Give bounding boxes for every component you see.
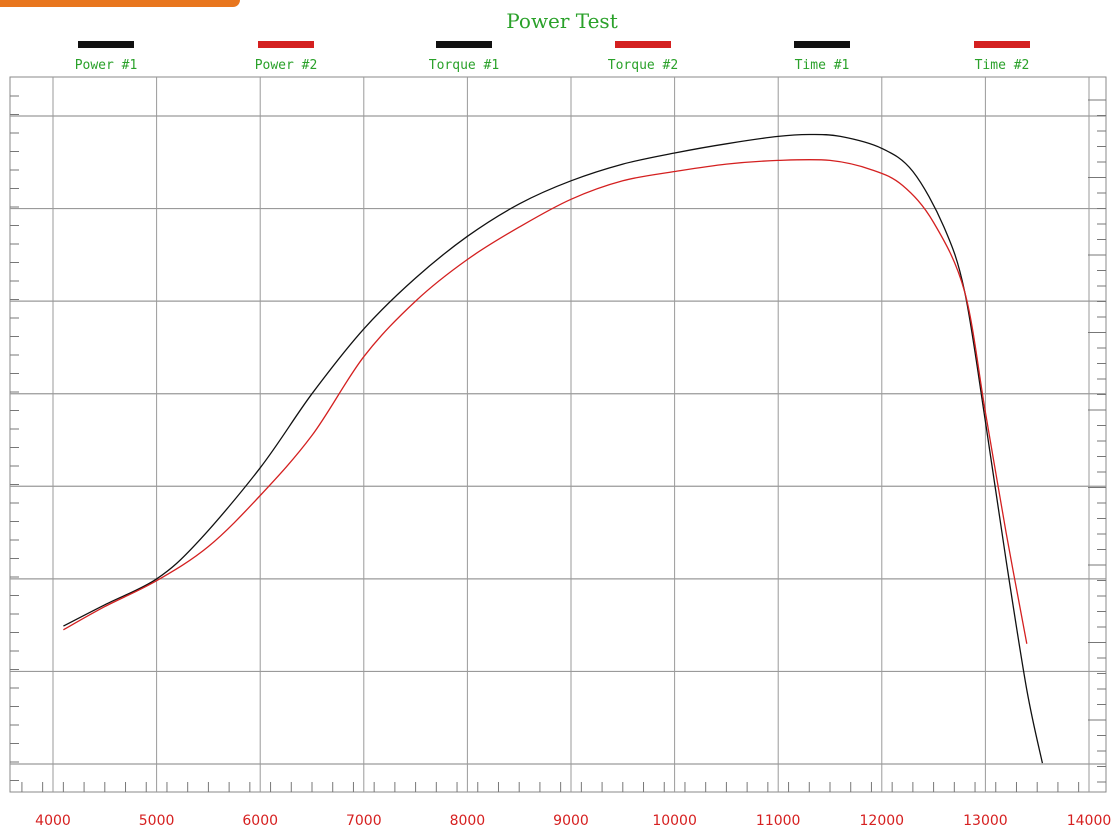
x-tick-label: 6000: [242, 813, 278, 829]
x-tick-label: 13000: [963, 813, 1008, 829]
legend-label: Time #2: [975, 58, 1030, 73]
series-line-2: [63, 158, 1028, 644]
x-tick-label: 12000: [860, 813, 905, 829]
legend-label: Torque #1: [429, 58, 499, 73]
legend-swatch: [436, 41, 492, 48]
legend-label: Torque #2: [608, 58, 678, 73]
legend-swatch: [258, 41, 314, 48]
x-tick-label: 9000: [553, 813, 589, 829]
legend-label: Time #1: [795, 58, 850, 73]
x-tick-label: 4000: [35, 813, 71, 829]
chart-title: Power Test: [506, 9, 617, 33]
legend-swatch: [78, 41, 134, 48]
legend-swatch: [974, 41, 1030, 48]
x-tick-label: 8000: [450, 813, 486, 829]
x-tick-label: 11000: [756, 813, 801, 829]
axis-ticks: [10, 95, 1106, 792]
x-tick-label: 7000: [346, 813, 382, 829]
series-line-1: [63, 133, 1044, 764]
legend-label: Power #2: [255, 58, 318, 73]
series-lines: [63, 133, 1044, 764]
plot-frame: [9, 76, 1107, 793]
x-tick-label: 10000: [652, 813, 697, 829]
legend-swatch: [615, 41, 671, 48]
x-axis-labels: 4000 5000 6000 7000 8000 9000 10000 11000 12000 1…: [35, 813, 1111, 829]
legend: Power #1 Power #2 Torque #1 Torque #2 Time #…: [75, 41, 1030, 73]
x-tick-label: 14000: [1067, 813, 1112, 829]
legend-swatch: [794, 41, 850, 48]
x-tick-label: 5000: [139, 813, 175, 829]
legend-label: Power #1: [75, 58, 138, 73]
corner-tab: [0, 0, 240, 7]
grid: [9, 76, 1107, 793]
